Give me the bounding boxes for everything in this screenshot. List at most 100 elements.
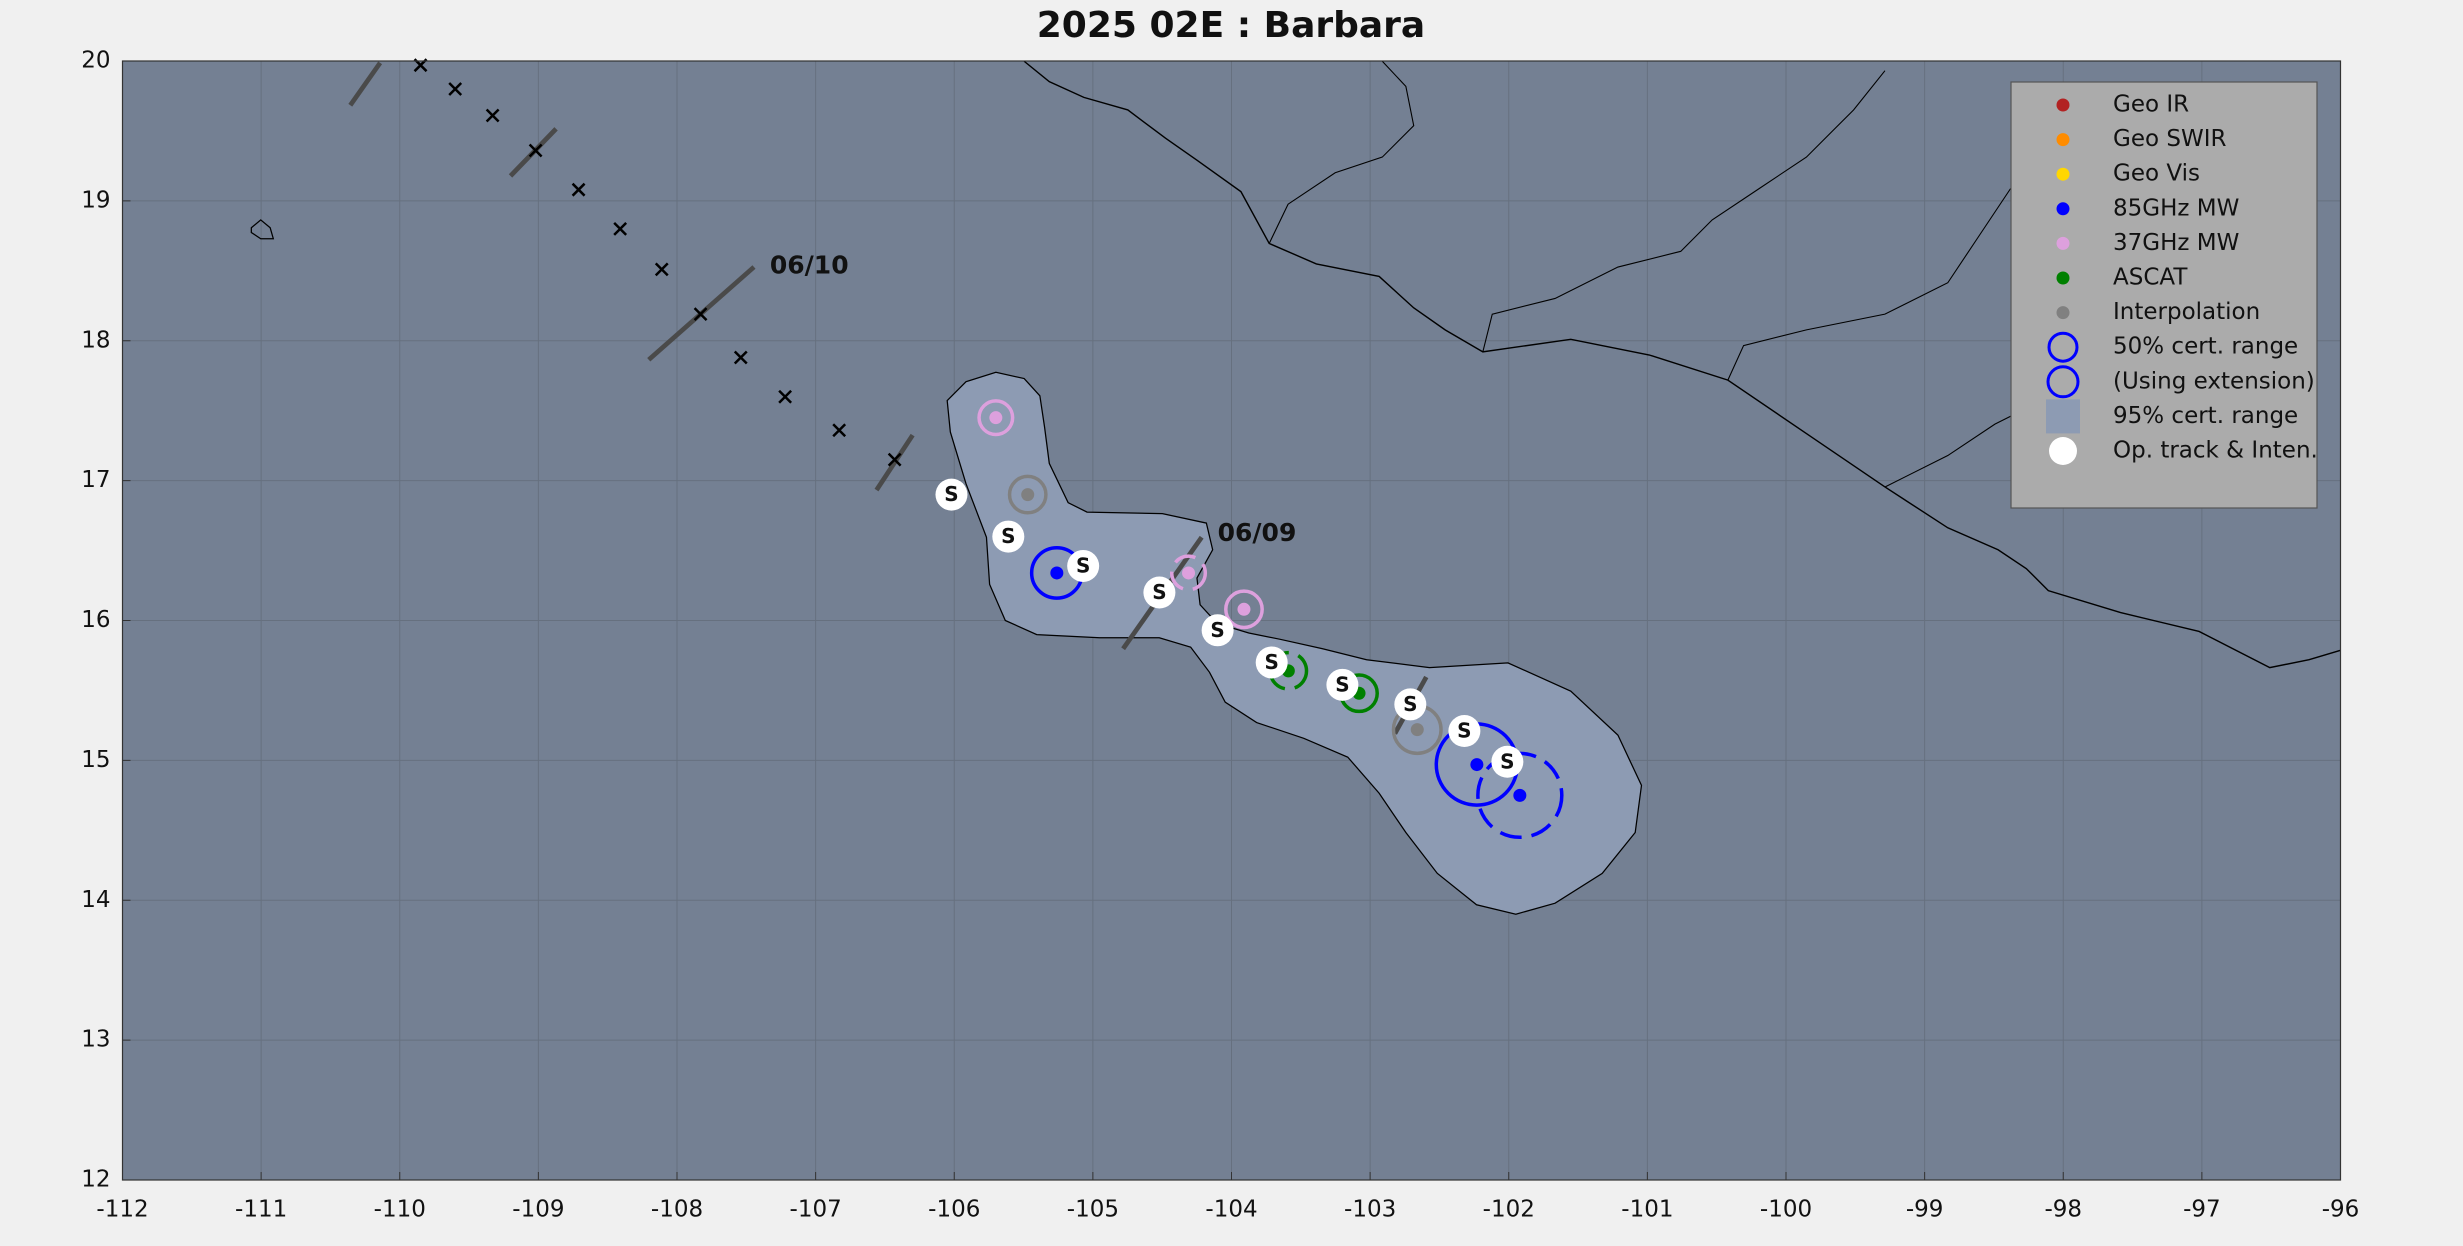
fix-point (1410, 723, 1424, 737)
forecast-point (448, 82, 463, 96)
op-track-point (1394, 688, 1427, 721)
forecast-point (485, 108, 500, 123)
plot-frame (121, 60, 2342, 1181)
x-tick-label: -100 (1760, 1197, 1812, 1223)
x-tick-label: -109 (512, 1197, 564, 1223)
legend-label: 50% cert. range (2113, 334, 2298, 360)
x-tick-label: -105 (1067, 1197, 1119, 1223)
intensity-label: S (1500, 749, 1514, 773)
legend-label: 37GHz MW (2113, 230, 2239, 256)
map-layer (250, 60, 2341, 915)
intensity-label: S (1076, 553, 1090, 577)
legend-marker (2056, 271, 2070, 285)
op-track-point (1326, 668, 1359, 701)
legend-label: ASCAT (2113, 265, 2188, 291)
intensity-label: S (1335, 672, 1349, 696)
legend-marker (2056, 98, 2070, 112)
x-tick-label: -96 (2322, 1197, 2360, 1223)
x-tick-label: -101 (1621, 1197, 1673, 1223)
legend-items: Geo IR Geo SWIR Geo Vis 85GHz MW 37GHz MW ASC… (2046, 92, 2318, 465)
legend-marker (2046, 399, 2080, 434)
x-tick-label: -102 (1483, 1197, 1535, 1223)
x-tick-label: -106 (928, 1197, 980, 1223)
op-track-point (1448, 715, 1481, 748)
legend-label: 95% cert. range (2113, 403, 2298, 429)
data-layer: 06/10 06/09 S S S S S S S S S S (413, 58, 1564, 840)
legend (2010, 81, 2318, 509)
op-track-point (1067, 549, 1100, 582)
forecast-point (778, 389, 793, 404)
cert-circle (977, 399, 1015, 437)
forecast-point (693, 307, 708, 322)
intensity-label: S (1001, 524, 1015, 548)
legend-marker (2056, 133, 2070, 147)
intensity-label: S (1210, 618, 1224, 642)
intensity-label: S (1457, 719, 1471, 743)
fix-point (989, 411, 1003, 425)
date-annotation: 06/10 (770, 251, 849, 280)
y-tick-label: 19 (81, 187, 110, 213)
intensity-label: S (944, 482, 958, 506)
forecast-point (654, 262, 669, 277)
forecast-point (832, 423, 847, 438)
chart-title: 2025 02E : Barbara (1037, 5, 1425, 46)
coastline (1023, 60, 2341, 669)
day-marker (874, 433, 915, 492)
border (1268, 60, 2027, 488)
x-tick-label: -103 (1344, 1197, 1396, 1223)
op-track-point (935, 478, 968, 511)
cert-circle (1007, 474, 1048, 515)
x-tick-label: -97 (2183, 1197, 2221, 1223)
intensity-label: S (1264, 650, 1278, 674)
island (250, 219, 275, 240)
x-tick-label: -99 (1906, 1197, 1944, 1223)
day-marker (348, 61, 383, 107)
legend-marker (2049, 437, 2077, 465)
legend-marker (2056, 202, 2070, 216)
cert-circle (1224, 589, 1264, 630)
legend-label: 85GHz MW (2113, 195, 2239, 221)
y-tick-label: 14 (81, 887, 110, 913)
x-tick-label: -108 (651, 1197, 703, 1223)
op-track-point (992, 520, 1025, 553)
legend-label: Geo SWIR (2113, 126, 2226, 152)
fix-point (1470, 758, 1484, 772)
y-tick-label: 18 (81, 327, 110, 353)
op-track-point (1201, 614, 1234, 647)
y-tick-label: 13 (81, 1027, 110, 1053)
cert-circle (1268, 650, 1309, 691)
intensity-label: S (1152, 580, 1166, 604)
y-tick-label: 12 (81, 1167, 110, 1193)
op-track-point (1491, 745, 1524, 778)
fix-point (1050, 566, 1064, 580)
intensity-label: S (1403, 692, 1417, 716)
forecast-point (733, 350, 748, 365)
y-tick-label: 20 (81, 48, 110, 74)
legend-label: Op. track & Inten. (2113, 438, 2318, 464)
legend-marker (2056, 167, 2070, 181)
y-tick-label: 16 (81, 607, 110, 633)
cert-95-area (946, 371, 1643, 915)
cert-circle (1169, 554, 1208, 592)
y-tick-label: 17 (81, 467, 110, 493)
legend-marker (2056, 306, 2070, 320)
x-tick-label: -110 (374, 1197, 426, 1223)
forecast-point (528, 143, 543, 158)
legend-label: Geo IR (2113, 92, 2189, 118)
x-tick-label: -111 (235, 1197, 287, 1223)
legend-marker (2046, 365, 2080, 399)
forecast-point (571, 182, 586, 197)
date-annotation: 06/09 (1218, 518, 1297, 547)
op-track-point (1143, 576, 1176, 609)
fix-point (1182, 566, 1196, 580)
y-tick-label: 15 (81, 747, 110, 773)
legend-label: Interpolation (2113, 299, 2260, 325)
op-track-point (1255, 646, 1288, 679)
x-tick-label: -112 (96, 1197, 148, 1223)
x-tick-label: -98 (2044, 1197, 2082, 1223)
fix-point (1237, 602, 1251, 616)
legend-marker (2056, 236, 2070, 250)
forecast-point (613, 221, 628, 236)
fix-point (1513, 788, 1527, 802)
